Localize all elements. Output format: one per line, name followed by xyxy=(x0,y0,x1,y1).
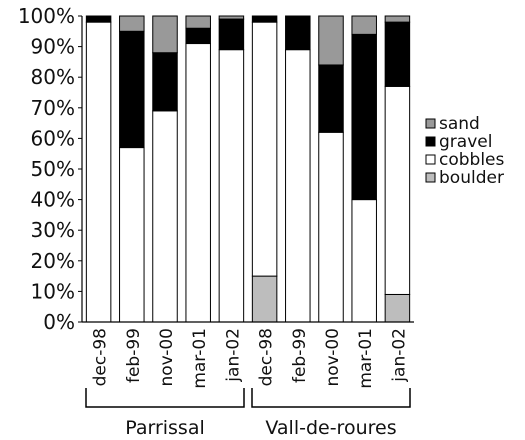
legend-label: cobbles xyxy=(439,150,505,170)
bar-segment-cobbles xyxy=(351,199,377,323)
bar-segment-cobbles xyxy=(119,147,145,323)
bar-segment-gravel xyxy=(285,15,311,51)
y-tick-label: 40% xyxy=(31,188,75,212)
y-tick-label: 30% xyxy=(31,218,75,242)
x-tick-label: nov-00 xyxy=(323,328,343,387)
bar-segment-gravel xyxy=(218,18,245,51)
y-tick-label: 80% xyxy=(31,65,75,89)
bar-segment-gravel xyxy=(119,30,145,149)
legend-label: boulder xyxy=(439,168,504,188)
bar-segment-sand xyxy=(384,15,411,23)
legend-swatch-boulder xyxy=(425,172,436,183)
x-tick-label: jan-02 xyxy=(223,328,243,383)
legend-label: gravel xyxy=(439,132,492,152)
x-tick-label: nov-00 xyxy=(157,328,177,387)
y-tick-label: 20% xyxy=(31,249,75,273)
bar-segment-sand xyxy=(185,15,211,29)
bar-segment-sand xyxy=(152,15,178,54)
bar-segment-cobbles xyxy=(285,49,311,323)
bar-segment-gravel xyxy=(384,21,411,87)
bar-segment-cobbles xyxy=(152,110,178,323)
y-tick-label: 90% xyxy=(31,35,75,59)
bar-segment-cobbles xyxy=(251,21,278,277)
legend-label: sand xyxy=(439,114,480,134)
legend-swatch-sand xyxy=(425,118,436,129)
bar-segment-sand xyxy=(351,15,377,35)
bar-segment-gravel xyxy=(185,27,211,45)
x-axis: dec-98 feb-99 nov-00 mar-01 jan-02 dec-98 feb-… xyxy=(82,321,414,389)
x-tick-label: feb-99 xyxy=(124,328,144,383)
y-tick-label: 70% xyxy=(31,96,75,120)
bar-segment-cobbles xyxy=(85,21,112,323)
legend-swatch-cobbles xyxy=(425,154,436,165)
bar-segment-gravel xyxy=(85,15,112,23)
bar-segment-cobbles xyxy=(218,49,245,323)
bar-segment-gravel xyxy=(251,15,278,23)
x-tick-label: dec-98 xyxy=(257,328,277,386)
bar-segment-cobbles xyxy=(185,43,211,323)
y-tick-label: 10% xyxy=(31,279,75,303)
group-label: Vall-de-roures xyxy=(265,417,396,439)
x-tick-label: mar-01 xyxy=(356,328,376,389)
group-bracket xyxy=(251,388,411,408)
bar-segment-cobbles xyxy=(384,85,411,295)
legend-swatch-gravel xyxy=(425,136,436,147)
bar-segment-boulder xyxy=(251,275,278,323)
x-tick-label: jan-02 xyxy=(389,328,409,383)
x-tick-label: mar-01 xyxy=(190,328,210,389)
x-tick-label: dec-98 xyxy=(91,328,111,386)
group-label: Parrissal xyxy=(125,417,205,439)
bar-segment-sand xyxy=(218,15,245,20)
bar-segment-boulder xyxy=(384,293,411,323)
bar-segment-cobbles xyxy=(318,131,344,323)
plot-area xyxy=(85,15,411,323)
y-tick-label: 0% xyxy=(43,310,75,334)
y-tick-label: 60% xyxy=(31,126,75,150)
y-tick-label: 50% xyxy=(31,157,75,181)
group-brackets: Parrissal Vall-de-roures xyxy=(85,388,411,439)
y-axis: 0% 10% 20% 30% 40% 50% 60% 70% 80% 90% 100% xyxy=(18,4,83,334)
y-tick-label: 100% xyxy=(18,4,75,28)
bar-segment-gravel xyxy=(152,52,178,112)
group-bracket xyxy=(85,388,245,408)
bar-segment-sand xyxy=(119,15,145,32)
bar-segment-gravel xyxy=(351,33,377,201)
x-tick-label: feb-99 xyxy=(290,328,310,383)
bar-segment-sand xyxy=(318,15,344,66)
bar-segment-gravel xyxy=(318,64,344,133)
